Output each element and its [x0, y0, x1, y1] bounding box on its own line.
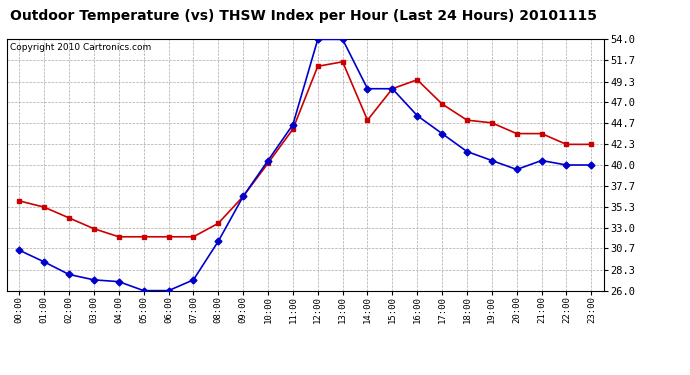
Text: Outdoor Temperature (vs) THSW Index per Hour (Last 24 Hours) 20101115: Outdoor Temperature (vs) THSW Index per …	[10, 9, 597, 23]
Text: Copyright 2010 Cartronics.com: Copyright 2010 Cartronics.com	[10, 43, 151, 52]
